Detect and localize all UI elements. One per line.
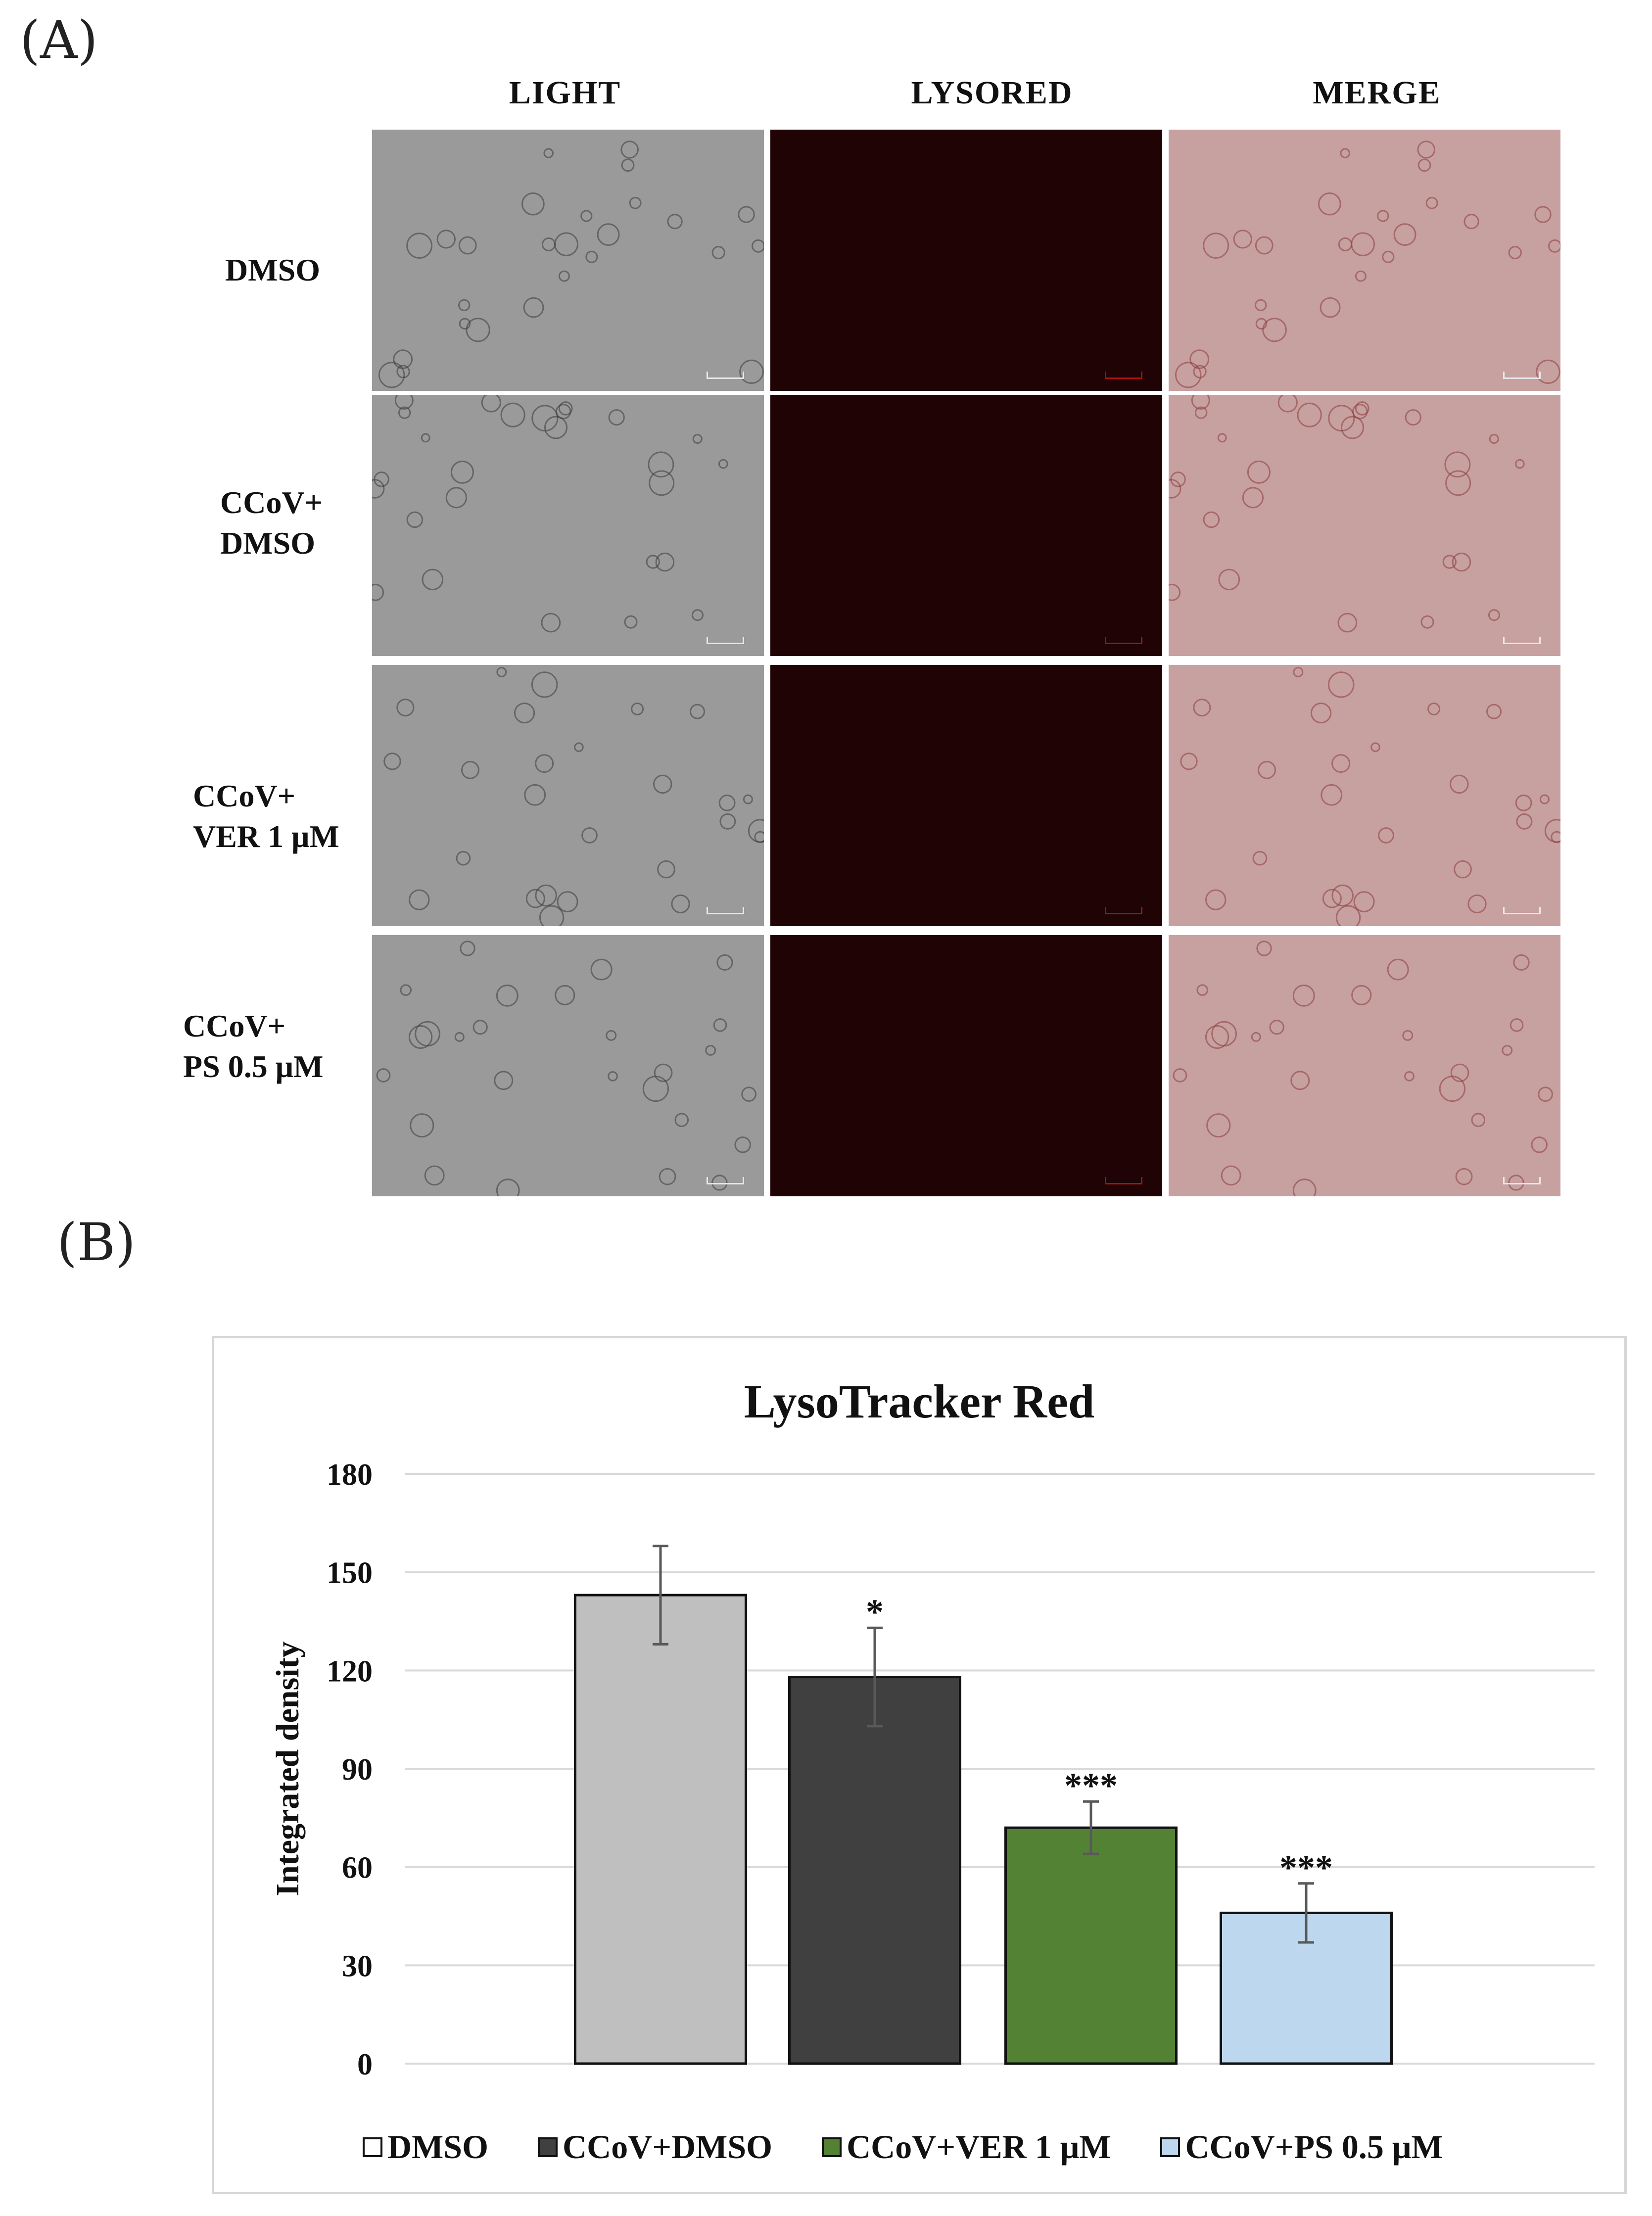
scale-bar [1503, 907, 1541, 914]
micrograph-merge-row-3 [1167, 663, 1562, 928]
scale-bar [1105, 1177, 1142, 1184]
chart-title: LysoTracker Red [744, 1375, 1094, 1428]
scale-bar [707, 637, 744, 644]
micrograph-lysored-row-3 [768, 663, 1164, 928]
column-header-lysored: LYSORED [911, 75, 1073, 111]
legend-swatch-ccov-ver [822, 2137, 842, 2157]
legend-label-ccov-dmso: CCoV+DMSO [563, 2128, 773, 2166]
scale-bar [707, 907, 744, 914]
legend-item-ccov-dmso: CCoV+DMSO [538, 2127, 772, 2167]
micrograph-merge-row-4 [1167, 933, 1562, 1198]
legend-swatch-ccov-ps [1160, 2137, 1180, 2157]
row-label-ccov-ps: CCoV+ PS 0.5 μM [183, 1008, 324, 1084]
scale-bar [1105, 372, 1142, 379]
y-tick-label: 180 [327, 1458, 373, 1492]
y-tick-label: 60 [342, 1851, 373, 1885]
panel-b-label: (B) [57, 1212, 136, 1273]
significance-label: *** [1279, 1848, 1333, 1887]
y-tick-label: 120 [327, 1654, 373, 1688]
micrograph-light-row-1 [370, 128, 766, 393]
scale-bar [1503, 637, 1541, 644]
legend-label-dmso: DMSO [387, 2128, 488, 2166]
row-label-dmso: DMSO [225, 252, 320, 287]
legend-swatch-ccov-dmso [538, 2137, 558, 2157]
column-header-merge: MERGE [1313, 75, 1441, 111]
chart-frame: LysoTracker Red 0 30 60 90 120 150 180 Integrate… [212, 1336, 1627, 2194]
row-label-ccov-ver: CCoV+ VER 1 μM [193, 778, 339, 854]
micrograph-light-row-3 [370, 663, 766, 928]
legend-swatch-dmso [363, 2137, 382, 2157]
bar-0 [574, 1594, 747, 2065]
legend-item-ccov-ver: CCoV+VER 1 μM [822, 2127, 1111, 2167]
micrograph-light-row-2 [370, 393, 766, 658]
micrograph-merge-row-2 [1167, 393, 1562, 658]
bar-chart: LysoTracker Red 0 30 60 90 120 150 180 Integrate… [270, 1375, 1595, 2081]
significance-label: * [866, 1592, 884, 1632]
legend-label-ccov-ps: CCoV+PS 0.5 μM [1185, 2128, 1443, 2166]
column-header-light: LIGHT [509, 75, 621, 111]
chart-legend: DMSO CCoV+DMSO CCoV+VER 1 μM CCoV+PS 0.5… [363, 2127, 1443, 2167]
y-tick-label: 90 [342, 1753, 373, 1787]
micrograph-merge-row-1 [1167, 128, 1562, 393]
micrograph-lysored-row-2 [768, 393, 1164, 658]
micrograph-light-row-4 [370, 933, 766, 1198]
y-tick-label: 30 [342, 1949, 373, 1983]
legend-label-ccov-ver: CCoV+VER 1 μM [847, 2128, 1111, 2166]
micrograph-lysored-row-1 [768, 128, 1164, 393]
scale-bar [1105, 907, 1142, 914]
y-axis-label: Integrated density [270, 1641, 306, 1896]
scale-bar [1503, 1177, 1541, 1184]
scale-bar [1105, 637, 1142, 644]
legend-item-ccov-ps: CCoV+PS 0.5 μM [1160, 2127, 1443, 2167]
bar-2 [1004, 1826, 1178, 2065]
scale-bar [707, 1177, 744, 1184]
significance-label: *** [1064, 1766, 1118, 1805]
y-tick-label: 0 [357, 2048, 373, 2081]
y-tick-label: 150 [327, 1556, 373, 1590]
micrograph-lysored-row-4 [768, 933, 1164, 1198]
scale-bar [707, 372, 744, 379]
row-label-ccov-dmso: CCoV+ DMSO [220, 485, 323, 561]
legend-item-dmso: DMSO [363, 2127, 488, 2167]
bar-1 [788, 1676, 961, 2065]
scale-bar [1503, 372, 1541, 379]
panel-a-label: (A) [20, 10, 98, 70]
